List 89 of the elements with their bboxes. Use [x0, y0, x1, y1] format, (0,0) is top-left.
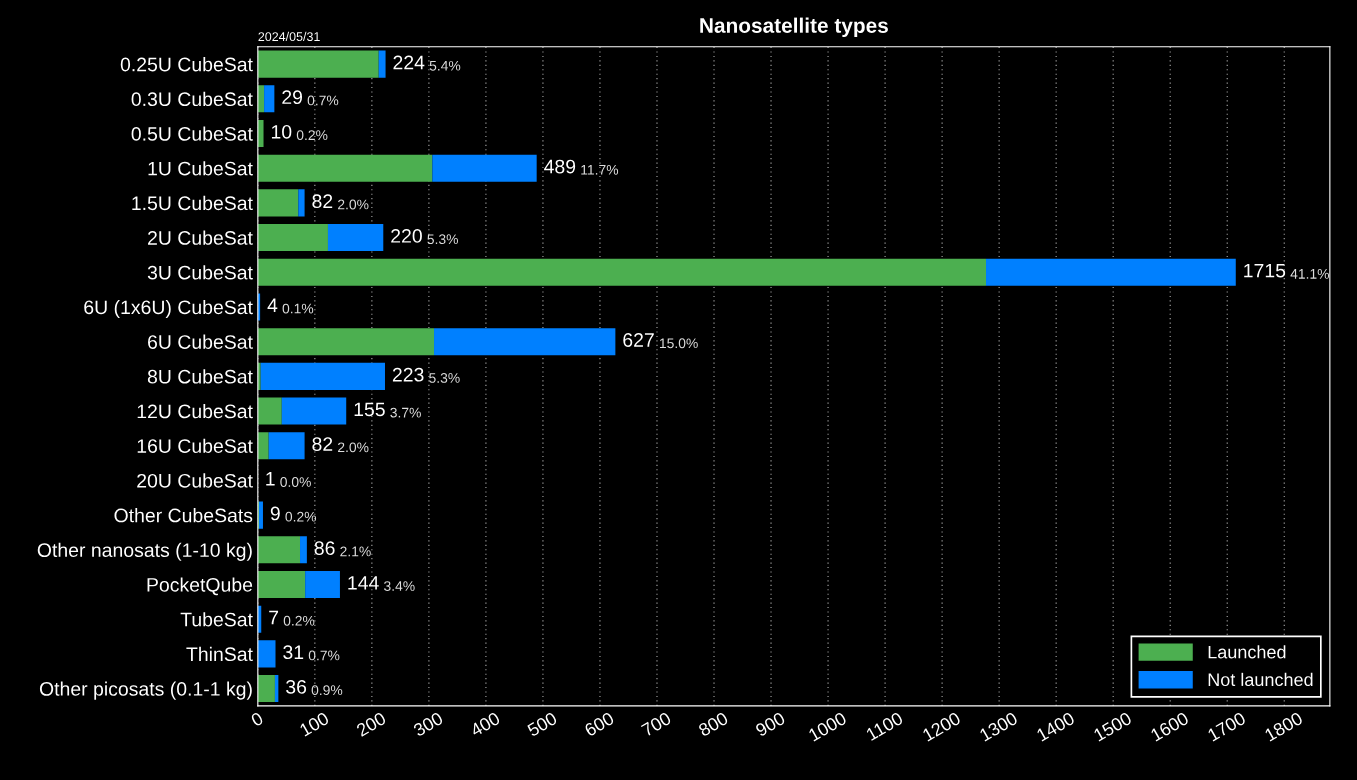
x-tick-label: 1300: [978, 711, 1019, 742]
y-tick-label: 6U (1x6U) CubeSat: [84, 299, 253, 319]
bar: [257, 85, 265, 113]
y-tick-label: PocketQube: [147, 577, 253, 596]
bar: [257, 536, 301, 564]
y-tick-label: 20U CubeSat: [137, 473, 253, 488]
total-label: 10 0.2%: [271, 124, 328, 141]
y-tick-label: 12U CubeSat: [137, 403, 253, 419]
chart-title: Nanosatellite types: [700, 17, 888, 38]
y-tick-label: ThinSat: [186, 646, 253, 662]
x-tick-label: 1200: [921, 711, 962, 742]
bar: [257, 675, 275, 703]
bar: [305, 570, 340, 599]
total-label: 4 0.1%: [267, 298, 314, 314]
bar: [260, 362, 385, 390]
bar: [264, 85, 275, 113]
x-tick-label: 1700: [1207, 711, 1247, 742]
bar: [281, 397, 347, 425]
y-tick-label: 8U CubeSat: [147, 369, 253, 384]
total-label: 31 0.7%: [283, 645, 340, 661]
total-label: 223 5.3%: [392, 367, 460, 383]
x-tick-label: 600: [583, 711, 615, 737]
bar: [268, 432, 305, 460]
x-tick-label: 500: [526, 711, 558, 737]
total-label: 155 3.7%: [354, 402, 421, 418]
bar: [257, 397, 282, 425]
bar: [257, 570, 306, 599]
y-tick-label: Other picosats (0.1-1 kg): [39, 681, 252, 700]
bar: [257, 50, 379, 78]
bar: [257, 432, 269, 460]
y-tick-label: 1.5U CubeSat: [132, 195, 253, 211]
text: 2024/05/31: [258, 31, 320, 42]
y-tick-label: 0.5U CubeSat: [131, 126, 253, 141]
x-tick-label: 0: [250, 711, 264, 727]
x-tick-label: 400: [469, 711, 501, 738]
total-label: 29 0.7%: [282, 90, 339, 106]
x-tick-label: 1600: [1150, 711, 1190, 742]
bar: [257, 119, 264, 148]
x-tick-label: 1500: [1093, 711, 1133, 742]
y-tick-label: 16U CubeSat: [137, 438, 253, 453]
total-label: 7 0.2%: [269, 610, 315, 626]
y-tick-label: TubeSat: [180, 612, 253, 627]
bar: [257, 258, 987, 286]
bar: [327, 224, 384, 252]
bar: [300, 536, 307, 564]
x-tick-label: 1400: [1035, 711, 1076, 742]
total-label: 627 15.0%: [623, 333, 698, 349]
total-label: 1 0.0%: [266, 472, 311, 487]
x-tick-label: 200: [355, 711, 387, 737]
bar: [432, 154, 537, 182]
bar: [298, 189, 305, 217]
bar: [378, 50, 386, 78]
total-label: 489 11.7%: [544, 159, 619, 175]
total-label: 9 0.2%: [270, 506, 317, 522]
legend-label: Launched: [1208, 645, 1286, 659]
x-tick-label: 900: [754, 711, 786, 737]
bar: [257, 189, 299, 217]
bar: [434, 328, 616, 356]
legend-label: Not launched: [1208, 672, 1313, 687]
total-label: 36 0.9%: [286, 680, 343, 696]
y-tick-label: 3U CubeSat: [147, 265, 253, 280]
total-label: 82 2.0%: [312, 194, 369, 210]
x-tick-label: 1800: [1264, 711, 1304, 742]
total-label: 1715 41.1%: [1244, 263, 1330, 279]
x-tick-label: 700: [640, 711, 672, 737]
y-tick-label: Other nanosats (1-10 kg): [37, 542, 252, 561]
x-tick-label: 1100: [865, 711, 904, 741]
total-label: 224 5.4%: [393, 55, 461, 71]
total-label: 82 2.0%: [312, 437, 369, 453]
bar: [986, 258, 1236, 286]
bar: [257, 640, 276, 668]
y-tick-label: 0.3U CubeSat: [131, 91, 253, 107]
x-tick-label: 100: [299, 711, 330, 737]
y-tick-label: 2U CubeSat: [148, 230, 253, 245]
bar: [257, 224, 328, 252]
x-tick-label: 1000: [807, 711, 848, 742]
bar: [257, 328, 435, 356]
total-label: 86 2.1%: [314, 541, 371, 557]
x-tick-label: 800: [697, 711, 729, 737]
y-tick-label: 1U CubeSat: [148, 161, 253, 176]
bar: [258, 501, 263, 529]
total-label: 144 3.4%: [348, 576, 415, 591]
y-tick-label: 6U CubeSat: [148, 334, 253, 349]
bar: [257, 362, 261, 390]
total-label: 220 5.3%: [391, 229, 458, 245]
bar: [257, 154, 433, 182]
y-tick-label: Other CubeSats: [114, 508, 253, 523]
x-tick-label: 300: [412, 711, 444, 737]
y-tick-label: 0.25U CubeSat: [120, 57, 253, 72]
